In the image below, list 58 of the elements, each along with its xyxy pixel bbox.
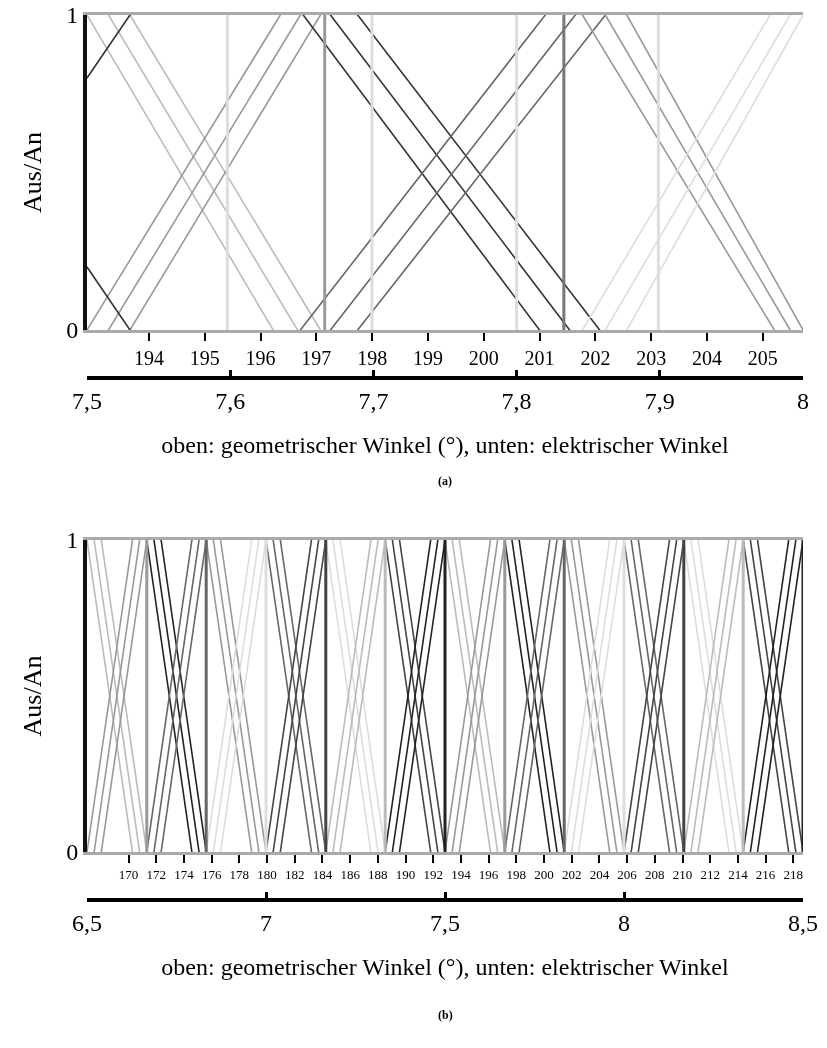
x2-tick-label: 206 xyxy=(617,866,638,882)
text: (a) xyxy=(438,474,452,488)
x2-tick-label: 180 xyxy=(257,866,277,882)
y-tick-label: 0 xyxy=(66,839,79,866)
x2-tick-label: 212 xyxy=(700,866,720,882)
x2-tick-label: 174 xyxy=(174,866,195,882)
x2-tick-label: 216 xyxy=(755,866,776,882)
x2-tick-label: 198 xyxy=(506,866,527,882)
x2-tick-label: 194 xyxy=(133,347,164,369)
x2-tick-label: 203 xyxy=(636,347,667,369)
x2-tick-label: 170 xyxy=(118,866,139,882)
x-tick-label: 8 xyxy=(618,909,630,936)
x2-tick-label: 205 xyxy=(747,347,778,369)
x-axis-title: oben: geometrischer Winkel (°), unten: elektrischer Winkel xyxy=(161,431,729,458)
x2-tick-label: 200 xyxy=(468,347,499,369)
x2-tick-label: 202 xyxy=(561,866,582,882)
x-tick-label: 8,5 xyxy=(788,909,818,936)
x2-tick-label: 204 xyxy=(692,347,723,369)
x2-tick-label: 172 xyxy=(146,866,166,882)
y-tick-label: 1 xyxy=(66,527,79,554)
x2-tick-label: 182 xyxy=(284,866,305,882)
y-tick-label: 0 xyxy=(66,317,79,344)
x2-tick-label: 186 xyxy=(340,866,361,882)
x2-tick-label: 194 xyxy=(451,866,472,882)
x2-tick-label: 204 xyxy=(589,866,610,882)
text: (b) xyxy=(438,1008,453,1022)
y-axis-title: Aus/An xyxy=(18,655,48,737)
x2-tick-label: 208 xyxy=(645,866,665,882)
x2-tick-label: 176 xyxy=(201,866,222,882)
x2-tick-label: 192 xyxy=(423,866,443,882)
x2-tick-label: 184 xyxy=(312,866,333,882)
x-tick-label: 7,5 xyxy=(430,909,460,936)
y-tick-label: 1 xyxy=(66,2,79,29)
x-axis-title: oben: geometrischer Winkel (°), unten: elektrischer Winkel xyxy=(161,953,729,980)
y-axis-title: Aus/An xyxy=(18,132,48,213)
x2-tick-label: 196 xyxy=(245,347,276,369)
x-tick-label: 7,6 xyxy=(215,387,246,414)
x2-tick-label: 199 xyxy=(412,347,443,369)
x-tick-label: 7 xyxy=(260,909,272,936)
x2-tick-label: 178 xyxy=(229,866,250,882)
x2-tick-label: 198 xyxy=(357,347,388,369)
x-tick-label: 8 xyxy=(797,387,809,414)
x-tick-label: 7,8 xyxy=(501,387,532,414)
x-tick-label: 7,9 xyxy=(644,387,675,414)
x2-tick-label: 201 xyxy=(524,347,555,369)
x2-tick-label: 202 xyxy=(580,347,611,369)
x-tick-label: 7,7 xyxy=(358,387,389,414)
x2-tick-label: 218 xyxy=(783,866,804,882)
x-tick-label: 6,5 xyxy=(72,909,102,936)
x2-tick-label: 200 xyxy=(534,866,554,882)
x2-tick-label: 197 xyxy=(301,347,332,369)
x2-tick-label: 196 xyxy=(478,866,499,882)
x2-tick-label: 195 xyxy=(189,347,220,369)
x2-tick-label: 210 xyxy=(672,866,693,882)
x-tick-label: 7,5 xyxy=(72,387,102,414)
x2-tick-label: 188 xyxy=(368,866,388,882)
x2-tick-label: 214 xyxy=(728,866,749,882)
x2-tick-label: 190 xyxy=(395,866,416,882)
